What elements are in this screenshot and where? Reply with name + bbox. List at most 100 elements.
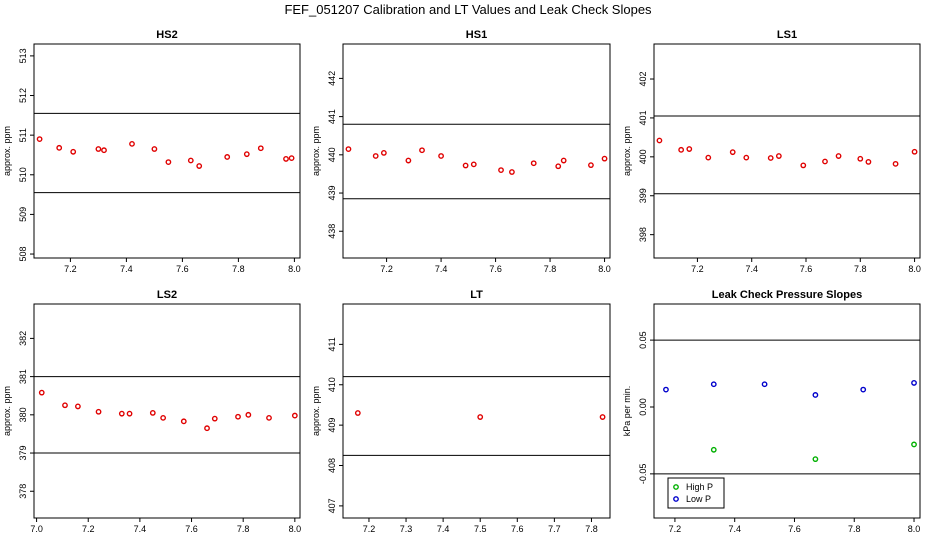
data-point	[911, 441, 917, 448]
data-point	[160, 414, 167, 421]
panel-title: LS1	[777, 29, 797, 41]
plot-frame	[33, 303, 301, 519]
y-tick-label: 400	[638, 149, 648, 164]
data-point	[729, 149, 736, 156]
y-tick-label: 442	[327, 71, 337, 86]
data-point	[75, 403, 81, 410]
data-point	[477, 414, 484, 420]
data-point	[101, 147, 107, 154]
x-tick-label: 7.2	[380, 264, 393, 274]
y-axis-label: kPa per min.	[622, 386, 632, 437]
data-point	[245, 411, 252, 418]
y-tick-label: 402	[638, 72, 648, 87]
y-tick-label: 0.00	[638, 398, 648, 416]
y-tick-label: 381	[18, 369, 28, 384]
x-tick-label: 7.6	[176, 264, 189, 274]
y-tick-label: 410	[327, 377, 337, 392]
x-tick-label: 7.4	[437, 524, 450, 534]
panels: HS2 approx. ppm 7.2 7.4 7.6 7.8 8.0 508 509 510 51…	[2, 29, 921, 534]
data-point	[911, 380, 917, 386]
y-tick-label: 511	[18, 128, 28, 142]
x-tick-label: 7.2	[669, 524, 682, 534]
data-point	[345, 146, 352, 152]
data-point	[462, 162, 469, 169]
x-tick-label: 7.6	[788, 524, 801, 534]
y-tick-label: 378	[18, 484, 28, 499]
data-point	[588, 162, 594, 169]
panel-1: HS2 approx. ppm 7.2 7.4 7.6 7.8 8.0 508 509 510 51…	[2, 29, 301, 274]
x-tick-label: 7.0	[30, 524, 43, 534]
data-point	[204, 425, 210, 432]
x-tick-label: 7.6	[489, 264, 502, 274]
data-point	[129, 140, 135, 147]
y-tick-label: 441	[327, 109, 337, 124]
panel-title: Leak Check Pressure Slopes	[712, 289, 862, 301]
x-tick-label: 7.4	[120, 264, 133, 274]
data-point	[509, 169, 515, 175]
x-tick-label: 7.8	[854, 264, 867, 274]
x-tick-label: 7.2	[363, 524, 376, 534]
plot-frame	[653, 303, 921, 519]
legend-label: High P	[686, 482, 713, 492]
x-tick-label: 8.0	[908, 524, 921, 534]
y-tick-label: 382	[18, 331, 28, 346]
data-point	[211, 415, 218, 422]
x-tick-label: 7.8	[585, 524, 598, 534]
y-tick-label: 438	[327, 224, 337, 239]
data-point	[656, 137, 663, 144]
data-point	[599, 414, 606, 420]
panel-title: LT	[470, 289, 483, 301]
plot-frame	[342, 303, 611, 519]
panel-6: Leak Check Pressure Slopes kPa per min. 7.…	[622, 289, 921, 534]
x-tick-label: 7.6	[800, 264, 813, 274]
data-point	[36, 136, 43, 143]
data-point	[775, 153, 782, 159]
y-tick-label: 407	[327, 498, 337, 513]
data-point	[812, 392, 819, 398]
x-tick-label: 7.4	[745, 264, 758, 274]
data-point	[419, 147, 425, 154]
legend-marker	[673, 484, 679, 490]
panel-2: HS1 approx. ppm 7.2 7.4 7.6 7.8 8.0 438 439 440 44…	[311, 29, 611, 274]
data-point	[686, 146, 693, 152]
panel-4: LS2 approx. ppm 7.0 7.2 7.4 7.6 7.8 8.0 378 379 38…	[2, 289, 301, 534]
y-tick-label: 509	[18, 207, 28, 222]
data-point	[224, 154, 231, 160]
data-point	[678, 146, 685, 153]
data-point	[767, 155, 774, 161]
data-point	[180, 418, 187, 425]
data-point	[812, 456, 819, 463]
data-point	[800, 162, 807, 169]
data-point	[743, 154, 750, 161]
data-point	[822, 158, 828, 165]
y-tick-label: 440	[327, 147, 337, 162]
x-tick-label: 7.4	[134, 524, 147, 534]
y-tick-label: 399	[638, 188, 648, 203]
data-point	[354, 410, 361, 416]
y-tick-label: 510	[18, 167, 28, 182]
y-tick-label: 508	[18, 247, 28, 262]
data-point	[62, 402, 68, 409]
data-point	[56, 144, 63, 151]
data-point	[257, 145, 264, 152]
x-tick-label: 7.7	[548, 524, 561, 534]
x-tick-label: 7.6	[511, 524, 524, 534]
y-tick-label: -0.05	[638, 464, 648, 485]
data-point	[243, 151, 250, 158]
x-tick-label: 7.3	[400, 524, 413, 534]
data-point	[555, 163, 562, 170]
data-point	[835, 153, 842, 159]
data-point	[530, 160, 537, 167]
x-tick-label: 7.2	[82, 524, 95, 534]
data-point	[372, 153, 379, 159]
panel-3: LS1 approx. ppm 7.2 7.4 7.6 7.8 8.0 398 399 400 40…	[622, 29, 921, 274]
plot-frame	[342, 43, 611, 259]
data-point	[663, 386, 669, 393]
x-tick-label: 7.8	[237, 524, 250, 534]
data-point	[911, 148, 918, 155]
data-point	[165, 159, 172, 165]
y-tick-label: 379	[18, 446, 28, 461]
data-point	[118, 410, 125, 417]
x-tick-label: 8.0	[288, 264, 301, 274]
data-point	[438, 153, 444, 159]
